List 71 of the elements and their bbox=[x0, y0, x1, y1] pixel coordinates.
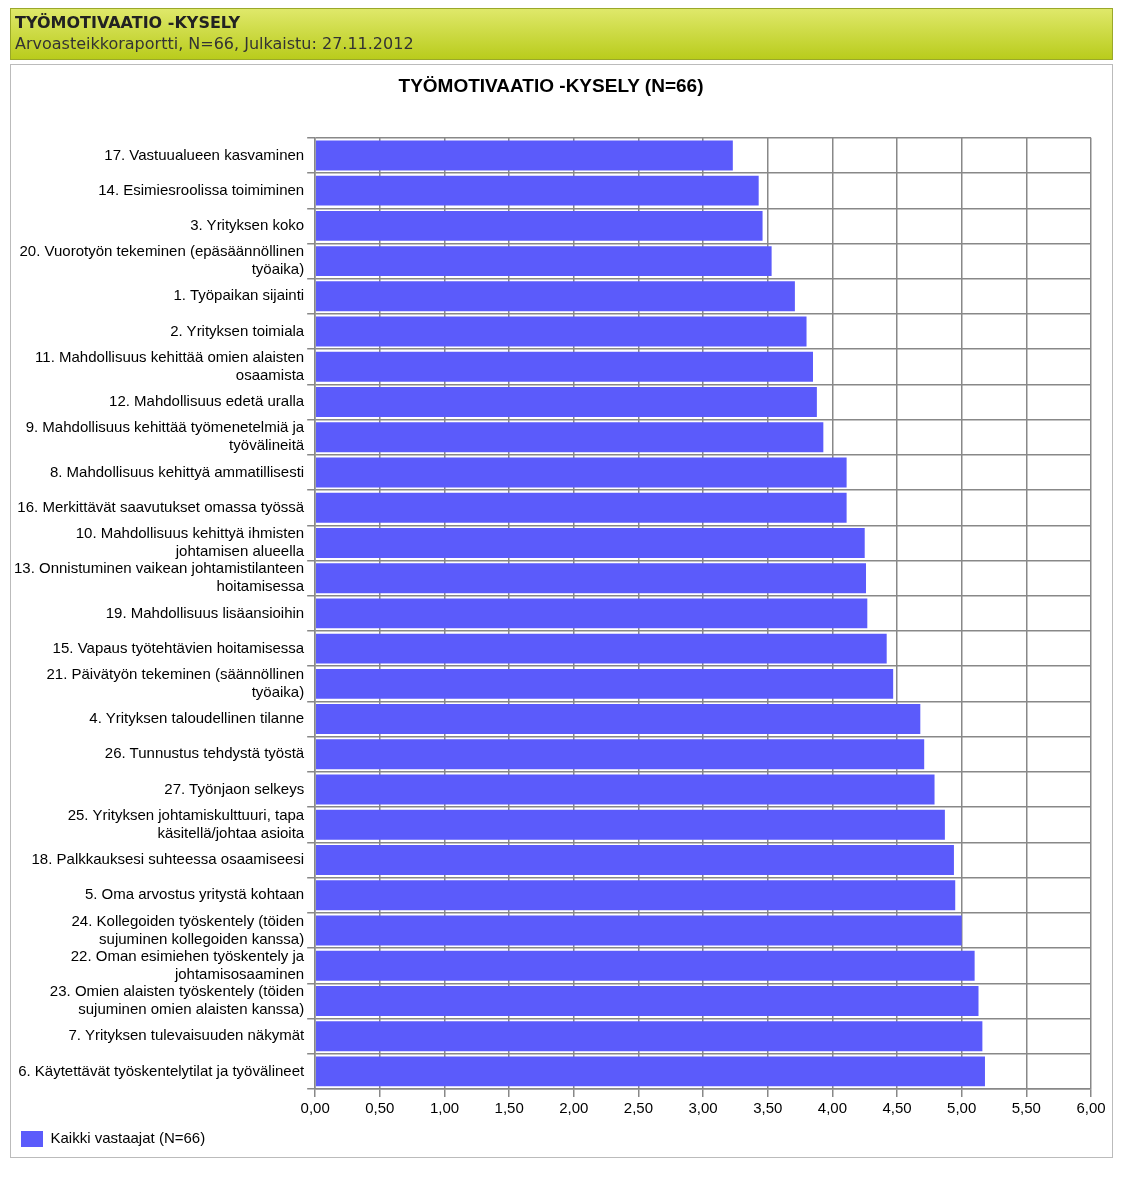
bar bbox=[315, 492, 847, 523]
y-tick-label: 14. Esimiesroolissa toimiminen bbox=[98, 180, 305, 198]
x-tick-label: 4,00 bbox=[817, 1099, 847, 1117]
bar bbox=[315, 563, 867, 594]
x-tick-label: 0,00 bbox=[300, 1099, 330, 1117]
y-tick-label: 9. Mahdollisuus kehittää työmenetelmiä ja työvälineitä bbox=[25, 418, 305, 454]
y-tick-label: 3. Yrityksen koko bbox=[190, 216, 305, 234]
y-tick-label: 12. Mahdollisuus edetä uralla bbox=[109, 392, 305, 410]
x-tick-label: 5,50 bbox=[1011, 1099, 1041, 1117]
y-tick-label: 27. Työnjaon selkeys bbox=[164, 779, 305, 797]
bar bbox=[315, 809, 945, 840]
chart-title: TYÖMOTIVAATIO -KYSELY (N=66) bbox=[398, 74, 704, 96]
y-tick-label: 11. Mahdollisuus kehittää omien alaisten osaamista bbox=[35, 347, 305, 383]
y-tick-label: 13. Onnistuminen vaikean johtamistilanteen hoitamisessa bbox=[14, 559, 305, 595]
x-tick-label: 4,50 bbox=[882, 1099, 912, 1117]
legend-label: Kaikki vastaajat (N=66) bbox=[50, 1129, 206, 1147]
x-tick-label: 2,00 bbox=[559, 1099, 589, 1117]
bar bbox=[315, 316, 807, 347]
bar bbox=[315, 1021, 983, 1052]
y-tick-label: 18. Palkkauksesi suhteessa osaamiseesi bbox=[31, 850, 305, 868]
x-tick-label: 1,00 bbox=[429, 1099, 460, 1117]
x-tick-label: 0,50 bbox=[365, 1099, 395, 1117]
bar bbox=[315, 739, 925, 770]
bar bbox=[315, 351, 813, 382]
y-tick-label: 21. Päivätyön tekeminen (säännöllinen työaika) bbox=[46, 665, 305, 700]
bar bbox=[315, 457, 847, 488]
y-tick-label: 16. Merkittävät saavutukset omassa työssä bbox=[17, 497, 305, 515]
bar bbox=[315, 774, 935, 805]
y-tick-label: 5. Oma arvostus yritystä kohtaan bbox=[84, 885, 305, 903]
bar bbox=[315, 281, 795, 312]
x-tick-label: 2,50 bbox=[623, 1099, 654, 1117]
y-tick-label: 20. Vuorotyön tekeminen (epäsäännöllinen työaika) bbox=[19, 242, 305, 278]
text: TYÖMOTIVAATIO -KYSELY bbox=[15, 13, 242, 32]
x-tick-label: 5,00 bbox=[947, 1099, 977, 1117]
y-tick-label: 8. Mahdollisuus kehittyä ammatillisesti bbox=[49, 462, 305, 480]
bar bbox=[315, 140, 733, 171]
y-tick-label: 26. Tunnustus tehdystä työstä bbox=[104, 744, 305, 762]
bar bbox=[315, 633, 887, 664]
bar bbox=[315, 598, 868, 629]
x-tick-label: 3,00 bbox=[688, 1099, 718, 1117]
bar bbox=[315, 668, 894, 699]
y-tick-label: 7. Yrityksen tulevaisuuden näkymät bbox=[68, 1026, 305, 1044]
y-tick-label: 19. Mahdollisuus lisäansioihin bbox=[105, 603, 305, 621]
y-tick-label: 10. Mahdollisuus kehittyä ihmisten johtamisen alueella bbox=[75, 524, 305, 560]
bar bbox=[315, 422, 824, 453]
x-tick-label: 1,50 bbox=[494, 1099, 524, 1117]
bar bbox=[315, 915, 962, 946]
y-tick-label: 24. Kollegoiden työskentely (töiden sujuminen kollegoiden kanssa) bbox=[71, 911, 305, 947]
bar bbox=[315, 950, 975, 981]
y-tick-label: 4. Yrityksen taloudellinen tilanne bbox=[89, 709, 305, 727]
y-tick-label: 1. Työpaikan sijainti bbox=[173, 286, 305, 304]
bar bbox=[315, 387, 817, 417]
x-tick-label: 6,00 bbox=[1076, 1099, 1106, 1117]
bar bbox=[315, 175, 759, 206]
y-tick-label: 23. Omien alaisten työskentely (töiden sujuminen omien alaisten kanssa) bbox=[49, 982, 305, 1018]
x-tick-label: 3,50 bbox=[753, 1099, 783, 1117]
bar bbox=[315, 210, 763, 241]
y-tick-label: 2. Yrityksen toimiala bbox=[170, 321, 305, 339]
y-tick-label: 15. Vapaus työtehtävien hoitamisessa bbox=[52, 638, 305, 656]
bar bbox=[315, 704, 921, 735]
bar bbox=[315, 246, 772, 277]
y-tick-label: 6. Käytettävät työskentelytilat ja työvälineet bbox=[18, 1061, 305, 1079]
chart-subtitle: Arvoasteikkoraportti, N=66, Julkaistu: 27.11.2012 bbox=[15, 34, 415, 53]
bar bbox=[315, 880, 956, 911]
y-tick-label: 17. Vastuualueen kasvaminen bbox=[104, 145, 305, 163]
bar bbox=[315, 985, 979, 1016]
bar bbox=[315, 845, 954, 875]
bar bbox=[315, 1056, 985, 1087]
y-tick-label: 22. Oman esimiehen työskentely ja johtamisosaaminen bbox=[70, 946, 305, 982]
bar bbox=[315, 527, 865, 558]
y-tick-label: 25. Yrityksen johtamiskulttuuri, tapa käsitellä/johtaa asioita bbox=[67, 805, 305, 841]
